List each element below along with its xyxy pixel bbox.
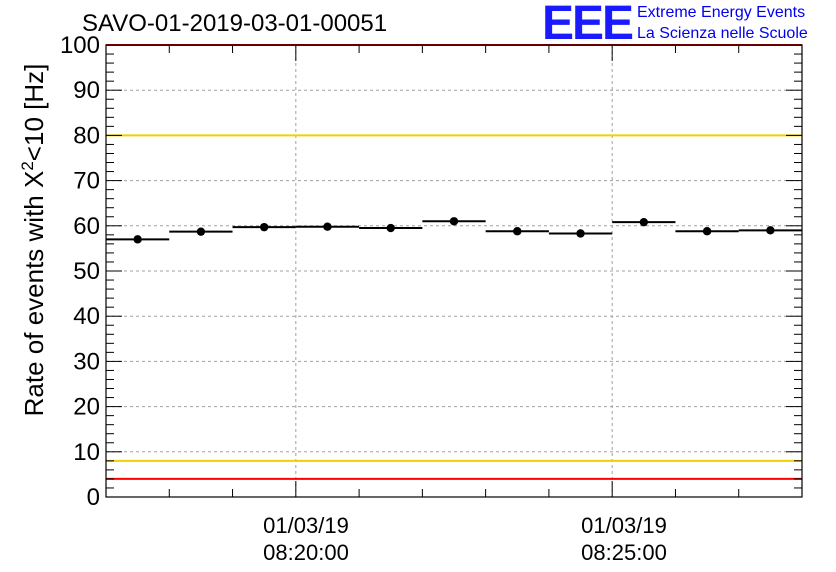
x-tick-label-1: 01/03/19 08:20:00 bbox=[236, 512, 376, 566]
data-point bbox=[196, 227, 206, 236]
y-tick-label: 70 bbox=[73, 168, 100, 195]
data-point bbox=[449, 217, 459, 226]
y-tick-label: 30 bbox=[73, 348, 100, 375]
y-tick-label: 40 bbox=[73, 303, 100, 330]
x-tick-date-1: 01/03/19 bbox=[263, 513, 349, 538]
y-tick-label: 20 bbox=[73, 394, 100, 421]
eee-logo: EEE bbox=[542, 0, 634, 50]
y-tick-label: 50 bbox=[73, 258, 100, 285]
data-point bbox=[386, 223, 395, 233]
y-tick-label: 90 bbox=[73, 77, 100, 104]
x-tick-label-2: 01/03/19 08:25:00 bbox=[554, 512, 694, 566]
data-point bbox=[766, 226, 775, 235]
data-point bbox=[323, 222, 332, 231]
data-point bbox=[639, 217, 649, 227]
data-point bbox=[576, 229, 585, 238]
y-tick-label: 100 bbox=[60, 32, 100, 59]
logo-subtitle-2: La Scienza nelle Scuole bbox=[637, 25, 808, 42]
y-tick-label: 80 bbox=[73, 122, 100, 149]
chart-title: SAVO-01-2019-03-01-00051 bbox=[82, 10, 388, 37]
data-point bbox=[702, 227, 712, 236]
x-tick-time-1: 08:20:00 bbox=[263, 540, 349, 565]
x-tick-time-2: 08:25:00 bbox=[581, 540, 667, 565]
data-point bbox=[133, 235, 142, 244]
y-tick-label: 0 bbox=[87, 484, 100, 511]
x-tick-date-2: 01/03/19 bbox=[581, 513, 667, 538]
logo-subtitle-1: Extreme Energy Events bbox=[637, 4, 806, 21]
y-tick-label: 60 bbox=[73, 213, 100, 240]
data-point bbox=[259, 222, 269, 232]
data-point bbox=[513, 227, 522, 236]
y-tick-label: 10 bbox=[73, 439, 100, 466]
